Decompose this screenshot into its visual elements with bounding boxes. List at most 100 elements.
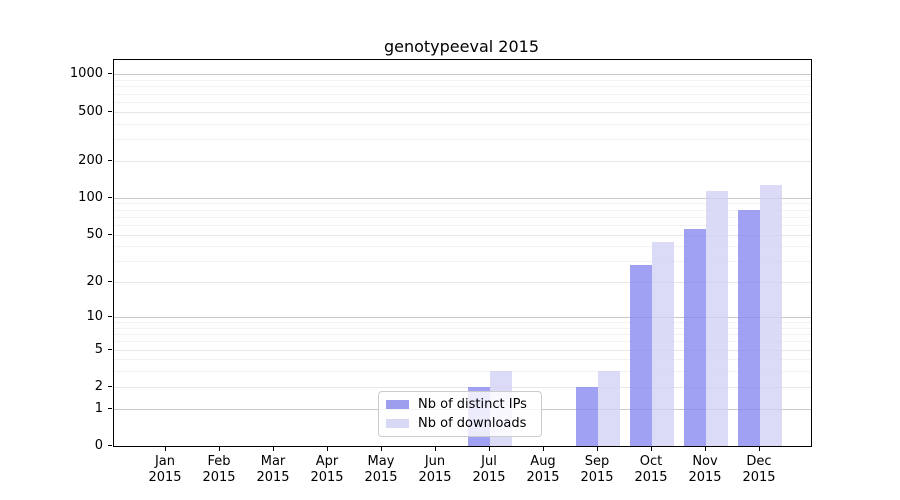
gridline-300 (114, 139, 811, 140)
gridline-200 (114, 160, 811, 162)
gridline-60 (114, 224, 811, 226)
x-tick-label-nov: Nov 2015 (675, 454, 735, 486)
y-tick-mark-1000 (108, 73, 112, 75)
x-tick-month: Feb (207, 454, 231, 469)
x-tick-label-jul: Jul 2015 (459, 454, 519, 486)
legend-swatch-downloads (386, 419, 409, 428)
bar-distinct-ips-nov (684, 229, 706, 446)
gridline-4 (114, 359, 811, 361)
y-tick-label-20: 20 (86, 274, 103, 290)
x-tick-year: 2015 (472, 470, 506, 485)
x-tick-mark-jan (165, 447, 166, 451)
y-tick-label-500: 500 (78, 103, 103, 119)
y-tick-mark-50 (108, 233, 112, 235)
y-tick-label-50: 50 (86, 226, 103, 242)
x-tick-label-aug: Aug 2015 (513, 454, 573, 486)
x-tick-mark-may (381, 447, 382, 451)
x-tick-year: 2015 (364, 470, 398, 485)
x-tick-label-feb: Feb 2015 (189, 454, 249, 486)
y-tick-label-1: 1 (94, 400, 103, 416)
y-tick-mark-500 (108, 110, 112, 112)
gridline-800 (114, 86, 811, 88)
x-tick-mark-nov (705, 447, 706, 451)
x-tick-year: 2015 (580, 470, 614, 485)
x-tick-label-apr: Apr 2015 (297, 454, 357, 486)
bar-downloads-dec (760, 184, 782, 446)
gridline-100 (114, 197, 811, 199)
legend-item-downloads: Nb of downloads (379, 416, 541, 431)
y-tick-mark-0 (108, 445, 112, 446)
y-tick-mark-5 (108, 348, 112, 350)
x-tick-year: 2015 (202, 470, 236, 485)
legend-label-downloads: Nb of downloads (418, 416, 527, 431)
x-tick-month: Jul (481, 454, 497, 469)
legend-item-distinct-ips: Nb of distinct IPs (379, 397, 541, 412)
legend: Nb of distinct IPs Nb of downloads (378, 391, 542, 437)
x-tick-mark-apr (327, 447, 328, 451)
x-tick-month: Dec (746, 454, 772, 469)
bar-downloads-sep (598, 371, 620, 446)
gridline-700 (114, 93, 811, 95)
y-tick-mark-1 (108, 407, 112, 409)
y-tick-mark-200 (108, 159, 112, 161)
x-tick-year: 2015 (310, 470, 344, 485)
x-tick-month: Sep (584, 454, 610, 469)
x-tick-mark-jun (435, 447, 436, 451)
x-tick-mark-sep (597, 447, 598, 451)
bar-distinct-ips-oct (630, 264, 652, 446)
y-tick-mark-100 (108, 196, 112, 198)
x-tick-label-oct: Oct 2015 (621, 454, 681, 486)
gridline-500 (114, 111, 811, 113)
x-tick-label-may: May 2015 (351, 454, 411, 486)
x-tick-mark-oct (651, 447, 652, 451)
gridline-80 (114, 209, 811, 211)
gridline-5 (114, 349, 811, 351)
bar-downloads-nov (706, 191, 728, 446)
gridline-30 (114, 261, 811, 263)
x-tick-label-jun: Jun 2015 (405, 454, 465, 486)
y-tick-label-100: 100 (78, 189, 103, 205)
y-tick-mark-20 (108, 281, 112, 283)
gridline-8 (114, 327, 811, 329)
gridline-40 (114, 246, 811, 248)
x-tick-mark-dec (759, 447, 760, 451)
bar-distinct-ips-dec (738, 209, 760, 446)
x-tick-month: Jun (424, 454, 446, 469)
x-tick-month: Nov (692, 454, 718, 469)
plot-area (113, 59, 812, 447)
gridline-400 (114, 123, 811, 125)
gridline-3 (114, 371, 811, 373)
x-tick-month: May (367, 454, 395, 469)
gridline-2 (114, 386, 811, 388)
gridline-900 (114, 80, 811, 81)
y-tick-label-200: 200 (78, 152, 103, 168)
legend-swatch-distinct-ips (386, 400, 409, 409)
bar-downloads-oct (652, 242, 674, 446)
gridline-90 (114, 203, 811, 205)
y-tick-label-2: 2 (94, 378, 103, 394)
y-tick-label-1000: 1000 (69, 66, 103, 82)
gridline-6 (114, 341, 811, 343)
x-tick-label-sep: Sep 2015 (567, 454, 627, 486)
x-tick-year: 2015 (742, 470, 776, 485)
legend-label-distinct-ips: Nb of distinct IPs (418, 397, 527, 412)
gridline-20 (114, 282, 811, 284)
y-tick-label-10: 10 (86, 309, 103, 324)
gridline-50 (114, 234, 811, 236)
x-tick-month: Apr (315, 454, 339, 469)
gridline-600 (114, 101, 811, 103)
y-tick-mark-2 (108, 385, 112, 387)
x-tick-mark-aug (543, 447, 544, 451)
x-tick-month: Mar (260, 454, 286, 469)
x-tick-year: 2015 (418, 470, 452, 485)
x-tick-year: 2015 (634, 470, 668, 485)
gridline-70 (114, 216, 811, 218)
y-tick-label-5: 5 (94, 341, 103, 357)
y-tick-label-0: 0 (94, 438, 103, 453)
x-tick-year: 2015 (688, 470, 722, 485)
x-tick-month: Aug (530, 454, 556, 469)
x-tick-month: Oct (639, 454, 663, 469)
gridline-1000 (114, 74, 811, 76)
x-tick-year: 2015 (148, 470, 182, 485)
